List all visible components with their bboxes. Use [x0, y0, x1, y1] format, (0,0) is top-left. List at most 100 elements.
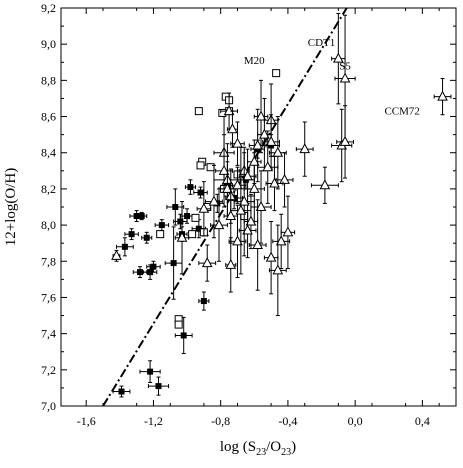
- data-point-filled-square: [146, 260, 161, 273]
- filled-square-marker: [187, 184, 194, 191]
- data-point-open-triangle: [238, 202, 257, 259]
- y-tick-label: 7,4: [41, 327, 56, 341]
- data-point-open-triangle: [220, 92, 238, 130]
- y-tick-label: 8,0: [41, 218, 56, 232]
- data-point-open-triangle: [295, 121, 314, 177]
- y-tick-label: 7,2: [41, 363, 56, 377]
- data-point-filled-square: [112, 385, 131, 398]
- data-point-filled-square: [147, 376, 170, 396]
- data-point-open-triangle: [280, 195, 296, 270]
- data-point-filled-square: [139, 360, 161, 383]
- y-tick-label: 9,2: [41, 1, 56, 15]
- open-triangle-marker: [272, 264, 284, 275]
- open-triangle-marker: [198, 202, 210, 213]
- y-tick-label: 7,6: [41, 290, 56, 304]
- x-tick-label: -0,4: [278, 414, 297, 428]
- open-triangle-marker: [272, 146, 284, 157]
- open-triangle-marker: [262, 161, 274, 172]
- data-point-open-triangle: [331, 12, 346, 105]
- open-square-marker: [196, 161, 205, 170]
- data-point-open-triangle: [247, 139, 262, 184]
- open-triangle-marker: [299, 143, 311, 154]
- filled-square-marker: [121, 243, 128, 250]
- data-point-open-triangle: [272, 213, 291, 270]
- open-triangle-marker: [218, 164, 230, 175]
- data-point-open-square: [188, 230, 197, 239]
- open-triangle-marker: [319, 179, 331, 190]
- open-square-marker: [206, 163, 215, 172]
- filled-square-marker: [170, 260, 177, 267]
- open-triangle-marker: [225, 209, 237, 221]
- y-tick-label: 9,0: [41, 37, 56, 51]
- data-point-open-triangle: [228, 204, 247, 279]
- x-tick-label: 0,0: [348, 414, 363, 428]
- y-tick-label: 7,8: [41, 254, 56, 268]
- data-point-filled-square: [154, 219, 170, 232]
- open-triangle-marker: [279, 173, 290, 184]
- filled-square-marker: [195, 225, 202, 232]
- y-tick-labels: 7,0 7,2 7,4 7,6 7,8 8,0 8,2 8,4 8,6 8,8 9,0 9,2: [41, 1, 56, 413]
- y-tick-label: 7,0: [41, 399, 56, 413]
- data-point-open-triangle: [228, 166, 247, 204]
- data-point-open-square: [156, 230, 165, 239]
- data-point-open-triangle: [336, 105, 354, 179]
- open-triangle-marker: [225, 258, 237, 269]
- y-tick-label: 8,6: [41, 110, 56, 124]
- open-triangle-marker: [265, 135, 277, 146]
- filled-square-marker: [138, 213, 145, 220]
- open-triangle-marker: [259, 128, 270, 139]
- data-point-open-triangle: [243, 193, 259, 250]
- data-point-open-triangle: [225, 237, 237, 293]
- open-triangle-marker: [242, 170, 253, 181]
- open-triangle-marker: [111, 249, 122, 260]
- data-points: [111, 12, 452, 398]
- data-point-open-triangle: [257, 130, 279, 204]
- y-tick-label: 8,4: [41, 146, 56, 160]
- open-square-marker: [174, 320, 183, 329]
- filled-square-marker: [158, 222, 165, 229]
- data-point-filled-square: [115, 237, 134, 257]
- data-point-filled-square: [136, 211, 148, 221]
- data-point-open-square: [272, 69, 281, 78]
- y-axis-label: 12+log(O/H): [3, 168, 19, 246]
- data-point-open-triangle: [174, 201, 190, 275]
- data-point-filled-square: [141, 231, 153, 244]
- filled-square-marker: [172, 204, 179, 210]
- annotation-label: CDT1: [308, 37, 336, 49]
- data-point-open-triangle: [111, 249, 122, 262]
- data-point-open-triangle: [205, 164, 223, 239]
- open-triangle-marker: [252, 139, 263, 150]
- data-point-open-triangle: [233, 146, 255, 257]
- open-triangle-marker: [248, 155, 260, 166]
- open-triangle-marker: [232, 137, 243, 148]
- data-point-open-triangle: [265, 155, 284, 212]
- data-point-filled-square: [124, 228, 139, 241]
- x-tick-label: -1,2: [144, 414, 163, 428]
- filled-square-marker: [147, 269, 154, 276]
- filled-square-marker: [128, 231, 135, 238]
- filled-square-marker: [180, 332, 187, 339]
- x-tick-label: 0,4: [415, 414, 430, 428]
- x-axis-label: log (S23/O23): [220, 439, 296, 458]
- filled-square-marker: [155, 383, 162, 390]
- open-square-marker: [156, 230, 165, 239]
- data-point-filled-square: [174, 316, 193, 355]
- open-triangle-marker: [255, 200, 267, 211]
- y-tick-label: 8,8: [41, 73, 56, 87]
- open-triangle-marker: [232, 179, 243, 190]
- open-triangle-marker: [223, 105, 235, 116]
- open-triangle-marker: [339, 72, 351, 83]
- data-point-open-square: [194, 107, 203, 116]
- annotation-label: M20: [244, 55, 265, 67]
- filled-square-marker: [147, 368, 154, 375]
- data-point-open-triangle: [253, 79, 269, 154]
- open-triangle-marker: [248, 182, 260, 193]
- data-point-open-triangle: [263, 220, 279, 295]
- data-point-filled-square: [166, 188, 185, 226]
- data-point-filled-square: [184, 179, 196, 195]
- data-point-open-triangle: [210, 188, 228, 262]
- data-point-open-triangle: [248, 108, 267, 183]
- data-point-open-square: [191, 213, 200, 222]
- data-point-open-triangle: [198, 244, 217, 282]
